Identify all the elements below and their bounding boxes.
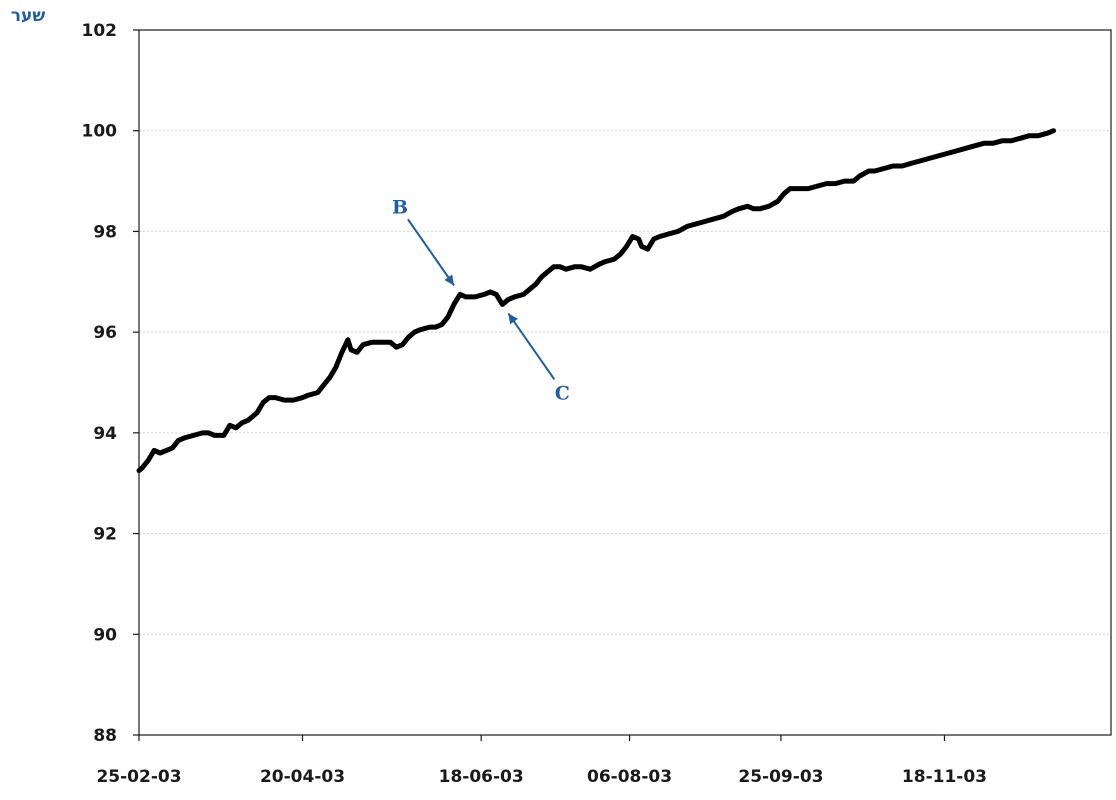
annotation-arrow-B bbox=[407, 218, 455, 286]
plot-frame bbox=[138, 29, 1112, 736]
annotation-arrowhead-C bbox=[508, 313, 518, 325]
y-tick-label-96: 96 bbox=[93, 323, 117, 343]
y-tick-label-98: 98 bbox=[93, 222, 117, 242]
x-tick-label-18-11-03: 18-11-03 bbox=[902, 767, 987, 787]
x-tick-label-25-02-03: 25-02-03 bbox=[96, 767, 181, 787]
y-axis-label: שער bbox=[11, 6, 46, 26]
y-tick-label-88: 88 bbox=[93, 726, 117, 746]
annotation-arrow-C bbox=[507, 312, 556, 381]
annotation-arrowhead-B bbox=[444, 274, 454, 286]
price-series-line bbox=[136, 128, 1056, 474]
y-tick-label-94: 94 bbox=[93, 424, 117, 444]
y-tick-label-90: 90 bbox=[93, 625, 117, 645]
x-tick-label-20-04-03: 20-04-03 bbox=[260, 767, 345, 787]
y-axis-ticks: 88 90 92 94 96 98 100 102 bbox=[82, 21, 139, 746]
x-tick-label-18-06-03: 18-06-03 bbox=[439, 767, 524, 787]
annotation-label-C: C bbox=[555, 382, 570, 404]
grid-lines bbox=[139, 130, 1111, 635]
y-tick-label-102: 102 bbox=[82, 21, 118, 41]
y-tick-label-92: 92 bbox=[93, 525, 117, 545]
annotation-label-B: B bbox=[392, 196, 408, 218]
annotations: BC bbox=[392, 196, 570, 404]
y-tick-label-100: 100 bbox=[82, 122, 118, 142]
x-tick-label-06-08-03: 06-08-03 bbox=[587, 767, 672, 787]
x-tick-label-25-09-03: 25-09-03 bbox=[738, 767, 823, 787]
x-axis-ticks: 25-02-03 20-04-03 18-06-03 06-08-03 25-09-03… bbox=[96, 735, 987, 787]
